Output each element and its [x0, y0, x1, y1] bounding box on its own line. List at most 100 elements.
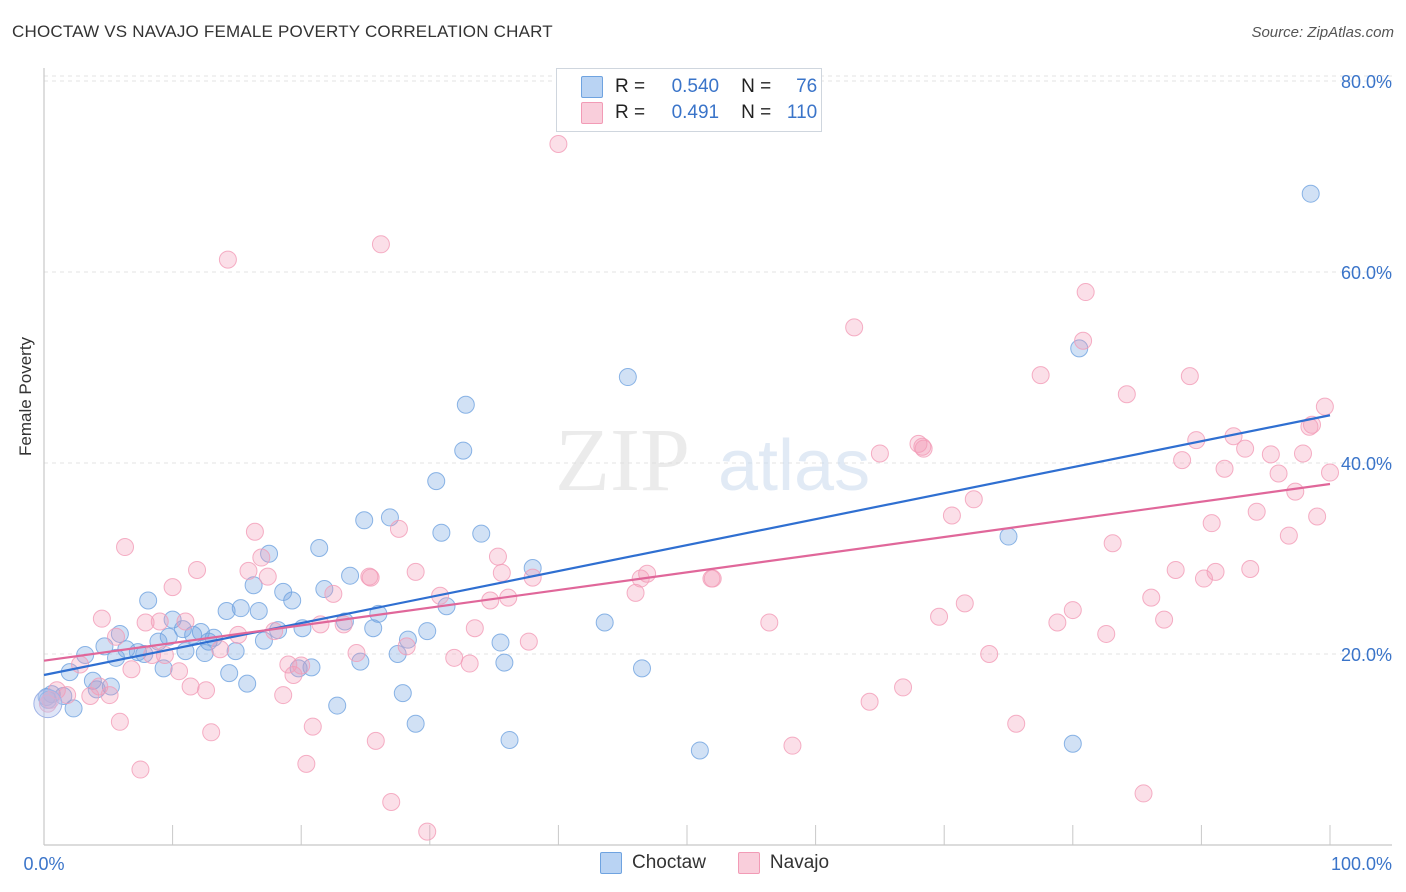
point-choctaw — [393, 684, 412, 703]
point-choctaw — [217, 602, 236, 621]
point-choctaw — [495, 653, 514, 672]
point-navajo — [163, 578, 182, 597]
point-choctaw — [220, 664, 239, 683]
point-choctaw — [95, 637, 114, 656]
point-navajo — [188, 560, 207, 579]
point-navajo — [1206, 562, 1225, 581]
trend-lines — [43, 414, 1331, 677]
point-navajo — [1321, 463, 1339, 482]
trend-line-navajo — [43, 482, 1331, 662]
point-navajo — [274, 686, 293, 705]
point-navajo — [265, 622, 284, 641]
point-navajo — [150, 612, 169, 631]
point-navajo — [519, 632, 538, 651]
x-tick-label-max: 100.0% — [1331, 854, 1392, 874]
point-navajo — [284, 666, 303, 685]
point-navajo — [218, 250, 237, 269]
point-navajo — [170, 662, 189, 681]
point-navajo — [1300, 417, 1319, 436]
data-points — [33, 135, 1339, 841]
bottom-label-navajo: Navajo — [769, 852, 830, 873]
point-navajo — [465, 619, 484, 638]
point-navajo — [181, 677, 200, 696]
point-choctaw — [159, 627, 178, 646]
legend-row-choctaw: R = 0.540 N = 76 — [581, 75, 817, 99]
point-navajo — [100, 686, 119, 705]
point-choctaw — [595, 613, 614, 632]
point-navajo — [492, 563, 511, 582]
point-choctaw — [315, 580, 334, 599]
point-choctaw — [618, 368, 637, 387]
point-navajo — [176, 612, 195, 631]
point-navajo — [211, 640, 230, 659]
point-choctaw — [244, 576, 263, 595]
axes — [43, 68, 1392, 846]
point-navajo — [1142, 588, 1161, 607]
bottom-swatch-navajo — [737, 852, 760, 874]
chart-title: CHOCTAW VS NAVAJO FEMALE POVERTY CORRELA… — [12, 22, 553, 41]
point-navajo — [360, 567, 379, 586]
legend-n-value: 76 — [796, 76, 818, 97]
point-choctaw — [388, 645, 407, 663]
point-choctaw — [231, 599, 250, 618]
point-navajo — [418, 822, 437, 841]
point-choctaw — [341, 566, 360, 585]
point-navajo — [1048, 613, 1067, 632]
x-tick-label-min: 0.0% — [23, 854, 64, 874]
point-navajo — [1180, 367, 1199, 386]
point-navajo — [389, 519, 408, 538]
point-navajo — [894, 678, 913, 697]
legend-r-label: R = — [615, 102, 646, 123]
bottom-legend-navajo: Navajo — [737, 852, 830, 874]
point-navajo — [252, 548, 271, 567]
point-navajo — [1261, 445, 1280, 464]
point-navajo — [549, 135, 568, 154]
y-tick-label: 80.0% — [1341, 72, 1392, 92]
point-navajo — [1202, 514, 1221, 533]
point-navajo — [1286, 482, 1305, 501]
point-choctaw — [249, 602, 268, 621]
point-navajo — [116, 538, 135, 557]
point-choctaw — [283, 591, 302, 610]
watermark-zip: ZIP — [555, 411, 690, 510]
point-navajo — [366, 731, 385, 750]
point-navajo — [445, 648, 464, 667]
point-choctaw — [328, 696, 347, 715]
point-navajo — [1215, 459, 1234, 478]
point-navajo — [239, 561, 258, 580]
legend-r-label: R = — [615, 76, 646, 97]
point-choctaw — [406, 714, 425, 733]
point-navajo — [397, 637, 416, 656]
point-navajo — [347, 644, 366, 663]
point-navajo — [303, 717, 322, 736]
point-navajo — [1074, 331, 1093, 350]
point-choctaw — [491, 633, 510, 652]
point-navajo — [279, 655, 298, 674]
legend-r-value: 0.491 — [671, 102, 720, 123]
point-navajo — [488, 547, 507, 566]
y-tick-label: 60.0% — [1341, 263, 1392, 283]
bottom-swatch-choctaw — [600, 852, 622, 874]
point-choctaw — [999, 527, 1018, 546]
point-navajo — [860, 692, 879, 711]
watermark: ZIP atlas — [555, 411, 870, 510]
point-navajo — [131, 760, 150, 779]
point-choctaw — [418, 622, 437, 641]
point-choctaw — [500, 730, 519, 749]
point-navajo — [110, 712, 129, 731]
point-choctaw — [456, 395, 475, 414]
watermark-atlas: atlas — [718, 426, 870, 506]
point-navajo — [783, 736, 802, 755]
point-navajo — [1308, 507, 1327, 526]
point-navajo — [1031, 366, 1050, 385]
point-navajo — [914, 439, 933, 458]
point-choctaw — [690, 741, 709, 760]
point-navajo — [1315, 397, 1334, 416]
point-navajo — [47, 681, 66, 700]
point-navajo — [942, 506, 961, 525]
point-choctaw — [1301, 184, 1320, 203]
point-navajo — [197, 681, 216, 700]
point-navajo — [1166, 560, 1185, 579]
point-navajo — [930, 607, 949, 626]
